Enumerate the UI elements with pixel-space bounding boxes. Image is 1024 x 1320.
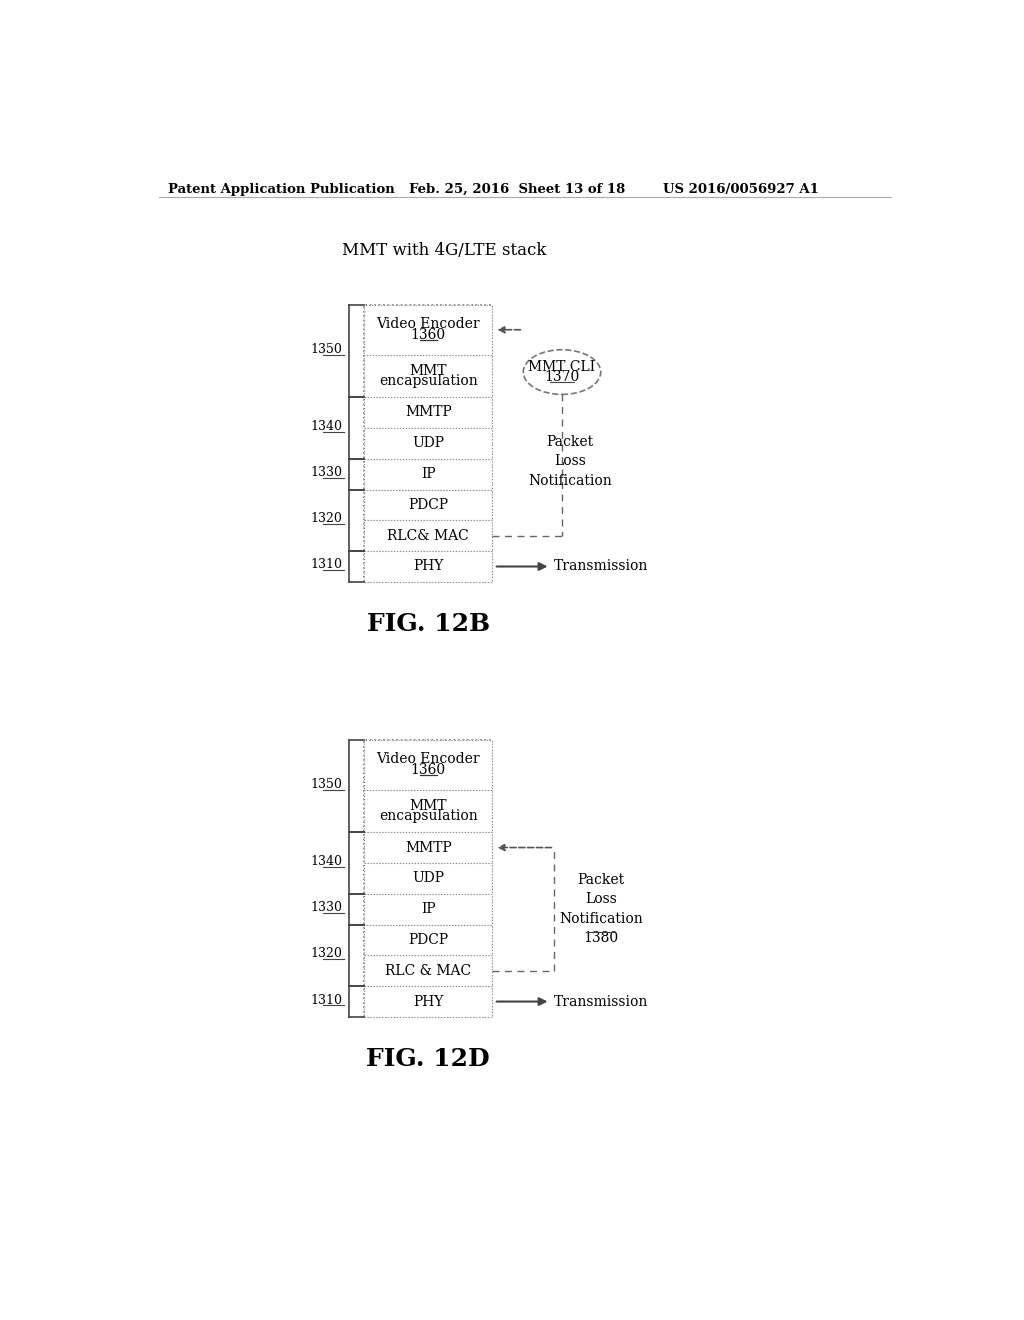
Text: Feb. 25, 2016  Sheet 13 of 18: Feb. 25, 2016 Sheet 13 of 18 <box>409 183 625 197</box>
Text: 1370: 1370 <box>545 371 580 384</box>
Text: 1350: 1350 <box>311 343 343 356</box>
FancyBboxPatch shape <box>365 459 493 490</box>
Text: Transmission: Transmission <box>554 994 648 1008</box>
Text: MMT with 4G/LTE stack: MMT with 4G/LTE stack <box>342 243 546 259</box>
Text: 1360: 1360 <box>411 329 445 342</box>
Text: MMT CLI: MMT CLI <box>528 359 596 374</box>
Text: RLC & MAC: RLC & MAC <box>385 964 471 978</box>
Text: FIG. 12B: FIG. 12B <box>367 612 489 636</box>
Text: PDCP: PDCP <box>409 933 449 946</box>
FancyBboxPatch shape <box>365 552 493 582</box>
Text: MMTP: MMTP <box>404 841 452 854</box>
Text: PHY: PHY <box>413 994 443 1008</box>
Text: encapsulation: encapsulation <box>379 375 477 388</box>
FancyBboxPatch shape <box>365 832 493 863</box>
Text: 1310: 1310 <box>310 994 343 1007</box>
Text: PDCP: PDCP <box>409 498 449 512</box>
FancyBboxPatch shape <box>365 355 493 397</box>
Text: Transmission: Transmission <box>554 560 648 573</box>
FancyBboxPatch shape <box>365 428 493 459</box>
FancyBboxPatch shape <box>365 956 493 986</box>
Text: MMT: MMT <box>410 799 447 813</box>
FancyBboxPatch shape <box>365 789 493 832</box>
Text: 1330: 1330 <box>310 466 343 479</box>
Text: 1340: 1340 <box>310 855 343 869</box>
Text: 1340: 1340 <box>310 420 343 433</box>
Text: UDP: UDP <box>413 871 444 886</box>
Text: 1330: 1330 <box>310 902 343 915</box>
FancyBboxPatch shape <box>365 520 493 552</box>
Text: FIG. 12D: FIG. 12D <box>367 1047 490 1072</box>
Text: MMTP: MMTP <box>404 405 452 420</box>
Text: 1360: 1360 <box>411 763 445 777</box>
Text: encapsulation: encapsulation <box>379 809 477 824</box>
Text: Packet
Loss
Notification
1380: Packet Loss Notification 1380 <box>559 873 643 945</box>
FancyBboxPatch shape <box>365 986 493 1016</box>
Text: IP: IP <box>421 902 435 916</box>
Text: UDP: UDP <box>413 437 444 450</box>
FancyBboxPatch shape <box>365 397 493 428</box>
Text: Video Encoder: Video Encoder <box>377 751 480 766</box>
FancyBboxPatch shape <box>365 490 493 520</box>
FancyBboxPatch shape <box>365 739 493 789</box>
FancyBboxPatch shape <box>365 305 493 355</box>
Text: RLC& MAC: RLC& MAC <box>387 529 469 543</box>
Text: Packet
Loss
Notification: Packet Loss Notification <box>528 434 611 487</box>
Text: 1320: 1320 <box>311 512 343 525</box>
Text: MMT: MMT <box>410 363 447 378</box>
Text: Video Encoder: Video Encoder <box>377 317 480 330</box>
Text: PHY: PHY <box>413 560 443 573</box>
Text: US 2016/0056927 A1: US 2016/0056927 A1 <box>663 183 818 197</box>
FancyBboxPatch shape <box>365 863 493 894</box>
Ellipse shape <box>523 350 601 395</box>
Text: 1350: 1350 <box>311 777 343 791</box>
Text: 1310: 1310 <box>310 558 343 572</box>
Text: 1320: 1320 <box>311 948 343 961</box>
Text: IP: IP <box>421 467 435 480</box>
FancyBboxPatch shape <box>365 924 493 956</box>
FancyBboxPatch shape <box>365 894 493 924</box>
Text: Patent Application Publication: Patent Application Publication <box>168 183 395 197</box>
